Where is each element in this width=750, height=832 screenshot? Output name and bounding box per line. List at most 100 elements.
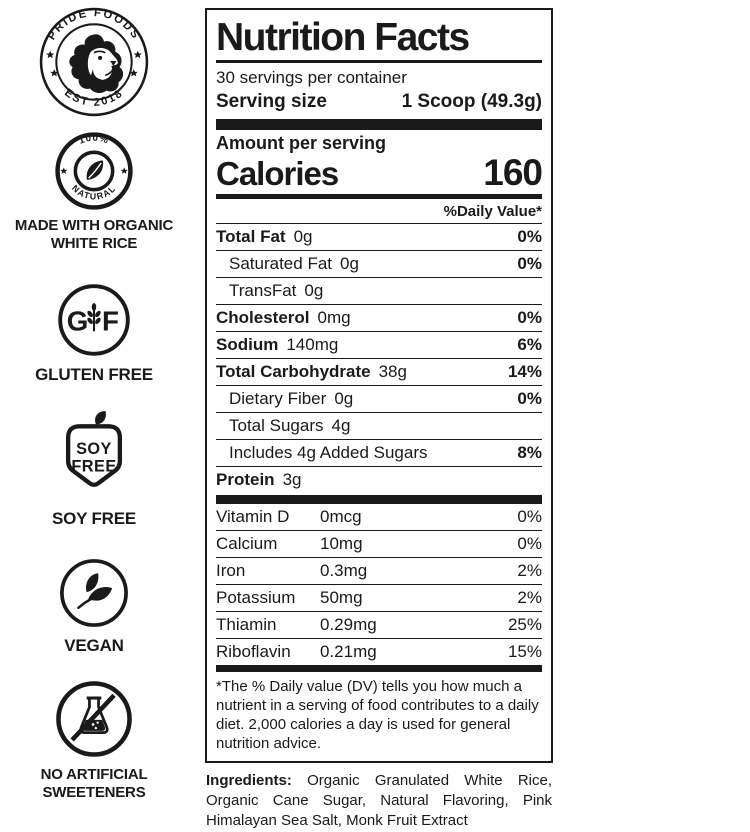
calories-value: 160 bbox=[483, 151, 543, 193]
nutrient-name-amount: Dietary Fiber 0g bbox=[229, 388, 354, 408]
no-artificial-caption: NO ARTIFICIAL SWEETENERS bbox=[41, 766, 148, 802]
micronutrient-daily-value: 0% bbox=[517, 506, 542, 526]
nutrient-row: Total Carbohydrate 38g 14% bbox=[216, 359, 542, 386]
no-flask-icon bbox=[56, 681, 132, 757]
organic-caption-line1: MADE WITH ORGANIC bbox=[14, 217, 174, 234]
natural-leaf-badge-icon: 100% NATURAL bbox=[55, 132, 133, 210]
organic-caption-line2: WHITE RICE bbox=[50, 235, 138, 252]
badge-soy-free: SOY FREE SOY FREE bbox=[50, 411, 138, 529]
micronutrient-name-amount: Vitamin D 0mcg bbox=[216, 506, 362, 526]
vegan-leaves-icon bbox=[60, 558, 128, 627]
lion-head-icon bbox=[69, 34, 124, 94]
vegan-caption: VEGAN bbox=[64, 635, 124, 655]
svg-text:NATURAL: NATURAL bbox=[70, 183, 118, 202]
nutrient-row: Cholesterol 0mg 0% bbox=[216, 305, 542, 332]
no-artificial-caption-line1: NO ARTIFICIAL bbox=[40, 766, 148, 784]
pride-foods-lion-logo-icon: PRIDE FOODS EST 2018 bbox=[39, 7, 149, 117]
micronutrient-rows: Vitamin D 0mcg 0% Calcium 10mg 0% Iron 0.3m… bbox=[216, 504, 542, 665]
nutrient-row: Sodium 140mg 6% bbox=[216, 332, 542, 359]
label-column: Nutrition Facts 30 servings per containe… bbox=[205, 0, 553, 829]
gluten-free-icon: G F bbox=[58, 284, 130, 356]
amount-per-serving-label: Amount per serving bbox=[216, 133, 387, 153]
badge-sidebar: PRIDE FOODS EST 2018 bbox=[0, 0, 188, 801]
nutrient-daily-value: 0% bbox=[517, 253, 542, 273]
organic-arc-top-text: 100% bbox=[77, 133, 109, 147]
nutrient-row: Total Sugars 4g bbox=[216, 413, 542, 440]
soy-free-inner-line2: FREE bbox=[71, 458, 116, 476]
nutrient-daily-value: 6% bbox=[517, 334, 542, 354]
gluten-letter-f: F bbox=[102, 305, 119, 336]
badge-vegan: VEGAN bbox=[57, 556, 131, 656]
brand-logo: PRIDE FOODS EST 2018 bbox=[38, 6, 150, 118]
soy-free-inner-line1: SOY bbox=[76, 441, 112, 459]
nutrient-row: TransFat 0g bbox=[216, 278, 542, 305]
nutrient-name-amount: TransFat 0g bbox=[229, 280, 324, 300]
micronutrient-name-amount: Riboflavin 0.21mg bbox=[216, 641, 377, 661]
micronutrient-daily-value: 25% bbox=[507, 614, 542, 634]
nutrient-name-amount: Total Fat 0g bbox=[216, 226, 313, 246]
micronutrient-daily-value: 15% bbox=[507, 641, 542, 661]
calories-label: Calories bbox=[216, 154, 339, 192]
nutrient-name-amount: Saturated Fat 0g bbox=[229, 253, 359, 273]
gluten-letter-g: G bbox=[67, 305, 89, 336]
leaf-icon bbox=[86, 160, 104, 180]
nutrient-name-amount: Includes 4g Added Sugars bbox=[229, 442, 428, 462]
nutrient-daily-value: 0% bbox=[517, 388, 542, 408]
badge-organic-white-rice: 100% NATURAL MADE WITH ORGANIC WHITE RIC… bbox=[15, 131, 173, 253]
servings-per-container: 30 servings per container bbox=[216, 68, 407, 87]
micronutrient-row: Thiamin 0.29mg 25% bbox=[216, 612, 542, 639]
nutrient-daily-value: 0% bbox=[517, 226, 542, 246]
nutrient-row: Total Fat 0g 0% bbox=[216, 224, 542, 251]
micronutrient-row: Riboflavin 0.21mg 15% bbox=[216, 639, 542, 665]
micronutrient-row: Iron 0.3mg 2% bbox=[216, 558, 542, 585]
nutrient-name-amount: Protein 3g bbox=[216, 469, 302, 489]
micronutrient-row: Vitamin D 0mcg 0% bbox=[216, 504, 542, 531]
nutrient-name-amount: Total Sugars 4g bbox=[229, 415, 351, 435]
micronutrient-row: Potassium 50mg 2% bbox=[216, 585, 542, 612]
divider-bar-medium bbox=[216, 193, 542, 199]
nutrient-rows: Total Fat 0g 0% Saturated Fat 0g 0% TransF… bbox=[216, 224, 542, 493]
nutrient-daily-value: 8% bbox=[517, 442, 542, 462]
nutrient-daily-value: 14% bbox=[507, 361, 542, 381]
micronutrient-name-amount: Thiamin 0.29mg bbox=[216, 614, 377, 634]
soy-free-shield-icon: SOY FREE bbox=[65, 411, 123, 488]
ingredients-label: Ingredients: bbox=[206, 771, 292, 789]
organic-arc-bottom-text: NATURAL bbox=[70, 183, 117, 202]
divider-bar-thick2 bbox=[216, 494, 542, 504]
no-artificial-caption-line2: SWEETENERS bbox=[42, 784, 146, 802]
nutrition-facts-title: Nutrition Facts bbox=[216, 16, 542, 63]
micronutrient-daily-value: 2% bbox=[517, 587, 542, 607]
calories-row: Calories 160 bbox=[216, 151, 543, 194]
nutrient-name-amount: Total Carbohydrate 38g bbox=[216, 361, 407, 381]
svg-text:100%: 100% bbox=[77, 133, 110, 147]
nutrient-row: Dietary Fiber 0g 0% bbox=[216, 386, 542, 413]
divider-bar-thick bbox=[216, 119, 542, 130]
micronutrient-daily-value: 2% bbox=[517, 560, 542, 580]
micronutrient-daily-value: 0% bbox=[517, 533, 542, 553]
organic-caption: MADE WITH ORGANIC WHITE RICE bbox=[15, 217, 173, 253]
wheat-icon bbox=[87, 303, 101, 332]
serving-size-value: 1 Scoop (49.3g) bbox=[401, 91, 542, 112]
nutrient-row: Protein 3g bbox=[216, 467, 542, 493]
soy-free-caption: SOY FREE bbox=[51, 509, 137, 529]
page: PRIDE FOODS EST 2018 bbox=[0, 0, 553, 829]
divider-bar-thick3 bbox=[216, 664, 542, 672]
nutrient-daily-value: 0% bbox=[517, 307, 542, 327]
daily-value-header: %Daily Value* bbox=[216, 199, 542, 224]
serving-size-row: Serving size 1 Scoop (49.3g) bbox=[216, 89, 542, 119]
nutrient-name-amount: Sodium 140mg bbox=[216, 334, 339, 354]
serving-size-label: Serving size bbox=[216, 91, 327, 112]
micronutrient-name-amount: Iron 0.3mg bbox=[216, 560, 368, 580]
badge-no-artificial-sweeteners: NO ARTIFICIAL SWEETENERS bbox=[41, 678, 148, 802]
micronutrient-name-amount: Potassium 50mg bbox=[216, 587, 363, 607]
nutrient-row: Includes 4g Added Sugars 8% bbox=[216, 440, 542, 467]
micronutrient-name-amount: Calcium 10mg bbox=[216, 533, 363, 553]
daily-value-footnote: *The % Daily value (DV) tells you how mu… bbox=[216, 677, 539, 752]
ingredients-paragraph: Ingredients: Organic Granulated White Ri… bbox=[205, 771, 553, 832]
badge-gluten-free: G F GLUTEN FREE bbox=[35, 281, 153, 385]
nutrition-facts-panel: Nutrition Facts 30 servings per containe… bbox=[205, 8, 553, 763]
gluten-free-caption: GLUTEN FREE bbox=[35, 365, 153, 384]
nutrient-name-amount: Cholesterol 0mg bbox=[216, 307, 351, 327]
nutrient-row: Saturated Fat 0g 0% bbox=[216, 251, 542, 278]
micronutrient-row: Calcium 10mg 0% bbox=[216, 531, 542, 558]
